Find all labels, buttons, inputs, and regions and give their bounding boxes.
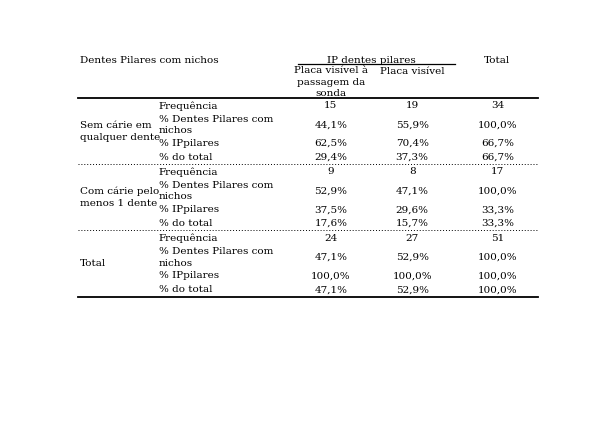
Text: 100,0%: 100,0%: [478, 187, 517, 196]
Text: % do total: % do total: [159, 153, 212, 162]
Text: % do total: % do total: [159, 219, 212, 228]
Text: Dentes Pilares com nichos: Dentes Pilares com nichos: [80, 56, 218, 65]
Text: 100,0%: 100,0%: [478, 285, 517, 294]
Text: 100,0%: 100,0%: [311, 271, 351, 280]
Text: % IPpilares: % IPpilares: [159, 139, 219, 148]
Text: 100,0%: 100,0%: [478, 253, 517, 262]
Text: 47,1%: 47,1%: [395, 187, 429, 196]
Text: 9: 9: [328, 167, 334, 177]
Text: % IPpilares: % IPpilares: [159, 205, 219, 214]
Text: 51: 51: [491, 234, 504, 243]
Text: 66,7%: 66,7%: [481, 139, 514, 148]
Text: 100,0%: 100,0%: [478, 121, 517, 129]
Text: 37,5%: 37,5%: [314, 205, 347, 214]
Text: Total: Total: [80, 259, 106, 268]
Text: % Dentes Pilares com
nichos: % Dentes Pilares com nichos: [159, 247, 273, 267]
Text: Sem cárie em
qualquer dente: Sem cárie em qualquer dente: [80, 121, 160, 142]
Text: 62,5%: 62,5%: [314, 139, 347, 148]
Text: Com cárie pelo
menos 1 dente: Com cárie pelo menos 1 dente: [80, 187, 159, 208]
Text: Placa visível: Placa visível: [380, 67, 445, 77]
Text: % IPpilares: % IPpilares: [159, 271, 219, 280]
Text: % Dentes Pilares com
nichos: % Dentes Pilares com nichos: [159, 181, 273, 201]
Text: Placa visível à
passagem da
sonda: Placa visível à passagem da sonda: [294, 66, 368, 98]
Text: 55,9%: 55,9%: [395, 121, 429, 129]
Text: 66,7%: 66,7%: [481, 153, 514, 162]
Text: 27: 27: [406, 234, 419, 243]
Text: % do total: % do total: [159, 285, 212, 294]
Text: 52,9%: 52,9%: [314, 187, 347, 196]
Text: 44,1%: 44,1%: [314, 121, 347, 129]
Text: Frequência: Frequência: [159, 234, 218, 243]
Text: 15: 15: [325, 101, 338, 110]
Text: 17,6%: 17,6%: [314, 219, 347, 228]
Text: 33,3%: 33,3%: [481, 205, 514, 214]
Text: 8: 8: [409, 167, 415, 177]
Text: 70,4%: 70,4%: [395, 139, 429, 148]
Text: 34: 34: [491, 101, 504, 110]
Text: 37,3%: 37,3%: [395, 153, 429, 162]
Text: 100,0%: 100,0%: [392, 271, 432, 280]
Text: 29,4%: 29,4%: [314, 153, 347, 162]
Text: 100,0%: 100,0%: [478, 271, 517, 280]
Text: 52,9%: 52,9%: [395, 285, 429, 294]
Text: % Dentes Pilares com
nichos: % Dentes Pilares com nichos: [159, 115, 273, 135]
Text: 52,9%: 52,9%: [395, 253, 429, 262]
Text: 47,1%: 47,1%: [314, 253, 347, 262]
Text: Frequência: Frequência: [159, 167, 218, 177]
Text: 47,1%: 47,1%: [314, 285, 347, 294]
Text: 24: 24: [325, 234, 338, 243]
Text: Frequência: Frequência: [159, 101, 218, 110]
Text: 33,3%: 33,3%: [481, 219, 514, 228]
Text: 29,6%: 29,6%: [395, 205, 429, 214]
Text: 17: 17: [491, 167, 504, 177]
Text: 15,7%: 15,7%: [395, 219, 429, 228]
Text: 19: 19: [406, 101, 419, 110]
Text: Total: Total: [484, 56, 511, 65]
Text: IP dentes pilares: IP dentes pilares: [327, 56, 416, 65]
